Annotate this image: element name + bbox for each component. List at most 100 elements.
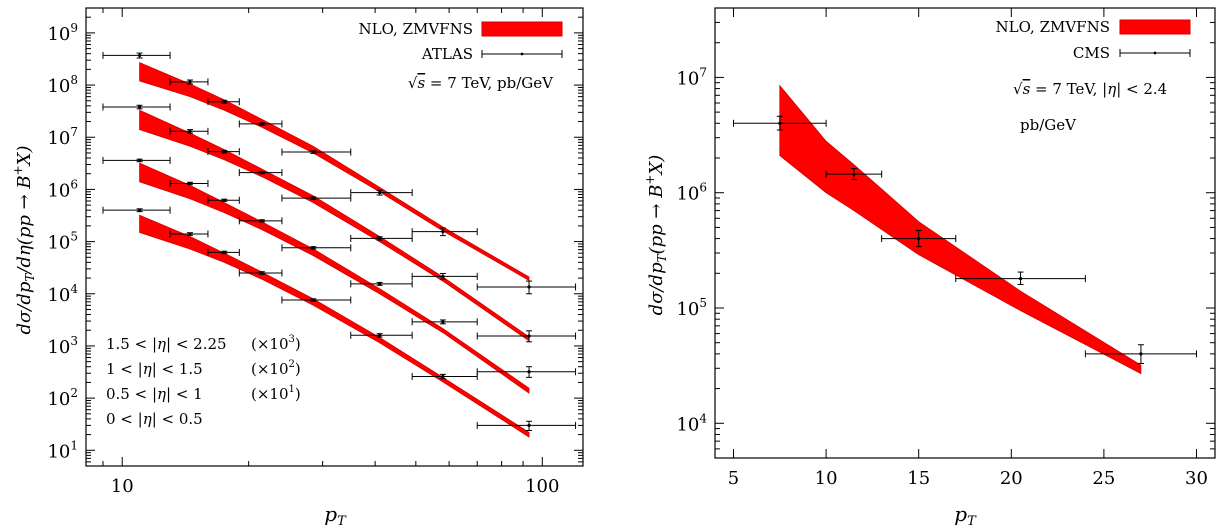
atlas-data-point bbox=[238, 269, 283, 277]
atlas-data-point bbox=[411, 272, 478, 280]
atlas-data-point bbox=[169, 230, 209, 238]
atlas-y-tick-label: 107 bbox=[47, 125, 78, 149]
atlas-data-point bbox=[476, 330, 577, 343]
atlas-data-point bbox=[476, 280, 577, 295]
cms-y-axis-label: dσ/dpT(pp → B+X) bbox=[643, 155, 669, 316]
cms-theory-band-1 bbox=[779, 84, 1142, 375]
cms-plot-frame bbox=[714, 7, 1216, 459]
cms-x-tick-label: 15 bbox=[907, 468, 930, 489]
atlas-rapidity-range-label: 1.5 < |η| < 2.25 bbox=[106, 335, 227, 353]
atlas-rapidity-scale-label: (×101) bbox=[251, 384, 301, 403]
atlas-data-point bbox=[207, 148, 240, 156]
atlas-data-point bbox=[411, 318, 478, 326]
atlas-theory-band-2 bbox=[139, 109, 530, 342]
cms-theory-band bbox=[779, 84, 1142, 375]
cms-legend-band-swatch bbox=[1119, 19, 1191, 35]
cms-y-tick-label: 107 bbox=[676, 65, 707, 89]
atlas-data-point bbox=[281, 244, 352, 252]
cms-legend-data-label: CMS bbox=[1073, 44, 1110, 62]
atlas-theory-band-3 bbox=[139, 162, 530, 394]
cms-units-annotation: pb/GeV bbox=[1020, 116, 1077, 134]
atlas-data-points bbox=[102, 51, 577, 431]
atlas-data-point bbox=[102, 51, 171, 59]
atlas-theory-bands bbox=[139, 61, 530, 438]
atlas-data-point bbox=[476, 366, 577, 378]
atlas-x-tick-label: 10 bbox=[111, 476, 134, 497]
atlas-x-axis-label: pT bbox=[324, 502, 347, 527]
atlas-data-point bbox=[238, 169, 283, 177]
atlas-data-point bbox=[281, 148, 352, 156]
cms-data-points bbox=[733, 115, 1197, 365]
cms-axes-ticks bbox=[715, 7, 1215, 459]
atlas-legend-errorbar-swatch bbox=[481, 50, 563, 58]
atlas-data-point bbox=[476, 420, 577, 431]
atlas-rapidity-range-label: 0 < |η| < 0.5 bbox=[106, 410, 203, 428]
atlas-rapidity-range-label: 1 < |η| < 1.5 bbox=[106, 360, 203, 378]
atlas-data-point bbox=[411, 227, 478, 237]
atlas-data-point bbox=[281, 194, 352, 202]
cms-x-tick-label: 25 bbox=[1092, 468, 1115, 489]
atlas-legend: NLO, ZMVFNS ATLAS √s = 7 TeV, pb/GeV bbox=[359, 20, 563, 92]
atlas-rapidity-scale-label: (×102) bbox=[251, 359, 301, 378]
atlas-y-tick-label: 101 bbox=[47, 438, 78, 462]
cms-x-axis-label: pT bbox=[954, 502, 977, 527]
atlas-data-point bbox=[207, 248, 240, 256]
cms-data-point bbox=[881, 230, 957, 248]
cms-x-tick-labels: 5 10 15 20 25 30 bbox=[728, 468, 1208, 489]
atlas-rapidity-labels: 1.5 < |η| < 2.25 (×103) 1 < |η| < 1.5 (×102… bbox=[106, 334, 301, 428]
atlas-data-point bbox=[238, 120, 283, 128]
cms-x-tick-label: 20 bbox=[1000, 468, 1023, 489]
atlas-rapidity-scale-label: (×103) bbox=[251, 334, 301, 353]
cms-y-tick-label: 106 bbox=[676, 181, 707, 205]
cms-x-tick-label: 5 bbox=[728, 468, 739, 489]
atlas-rapidity-range-label: 0.5 < |η| < 1 bbox=[106, 385, 203, 403]
cms-legend: NLO, ZMVFNS CMS √s = 7 TeV, |η| < 2.4 pb… bbox=[996, 18, 1191, 134]
atlas-data-point bbox=[281, 296, 352, 304]
cms-x-tick-label: 30 bbox=[1185, 468, 1208, 489]
atlas-data-point bbox=[411, 372, 478, 380]
cms-y-tick-label: 104 bbox=[676, 411, 707, 435]
atlas-y-tick-label: 106 bbox=[47, 177, 78, 201]
atlas-data-point bbox=[169, 127, 209, 135]
atlas-y-tick-label: 104 bbox=[47, 282, 78, 306]
atlas-data-point bbox=[207, 98, 240, 106]
atlas-y-axis-label: dσ/dpT/dη(pp → B+X) bbox=[11, 145, 37, 334]
cms-legend-errorbar-swatch bbox=[1119, 49, 1191, 57]
atlas-y-tick-label: 109 bbox=[47, 21, 78, 45]
atlas-legend-data-label: ATLAS bbox=[421, 45, 473, 63]
atlas-y-tick-labels: 101 102 103 104 105 106 107 108 109 bbox=[47, 21, 78, 462]
atlas-energy-annotation: √s = 7 TeV, pb/GeV bbox=[408, 74, 554, 92]
atlas-y-tick-label: 102 bbox=[47, 386, 78, 410]
cms-data-point bbox=[825, 168, 883, 181]
atlas-data-point bbox=[102, 206, 171, 214]
atlas-data-point bbox=[238, 217, 283, 225]
atlas-x-tick-labels: 10 100 bbox=[111, 476, 560, 497]
atlas-data-point bbox=[350, 189, 413, 197]
atlas-theory-band-4 bbox=[139, 214, 530, 438]
atlas-y-tick-label: 103 bbox=[47, 334, 78, 358]
cms-chart-panel: 5 10 15 20 25 30 104 105 106 107 pT dσ/dpT(pp → … bbox=[643, 7, 1216, 527]
cms-energy-annotation: √s = 7 TeV, |η| < 2.4 bbox=[1013, 80, 1167, 98]
atlas-data-point bbox=[350, 331, 413, 339]
atlas-data-point bbox=[350, 234, 413, 242]
atlas-y-tick-label: 105 bbox=[47, 230, 78, 254]
atlas-theory-band-1 bbox=[139, 61, 530, 282]
atlas-data-point bbox=[169, 179, 209, 187]
atlas-chart-panel: 10 100 101 102 103 104 105 106 107 108 109 pT dσ/… bbox=[11, 7, 584, 527]
atlas-legend-band-swatch bbox=[481, 21, 563, 37]
cms-data-point bbox=[1084, 344, 1197, 365]
cms-legend-theory-label: NLO, ZMVFNS bbox=[996, 18, 1110, 36]
cms-data-point bbox=[955, 271, 1086, 285]
atlas-data-point bbox=[169, 78, 209, 86]
atlas-plot-frame bbox=[85, 7, 584, 467]
cms-y-tick-label: 105 bbox=[676, 296, 707, 320]
atlas-data-point bbox=[350, 280, 413, 288]
atlas-data-point bbox=[207, 196, 240, 204]
cms-data-point bbox=[733, 115, 827, 131]
atlas-y-tick-label: 108 bbox=[47, 73, 78, 97]
atlas-legend-theory-label: NLO, ZMVFNS bbox=[359, 20, 473, 38]
atlas-data-point bbox=[102, 103, 171, 111]
atlas-data-point bbox=[102, 156, 171, 164]
atlas-x-tick-label: 100 bbox=[525, 476, 559, 497]
